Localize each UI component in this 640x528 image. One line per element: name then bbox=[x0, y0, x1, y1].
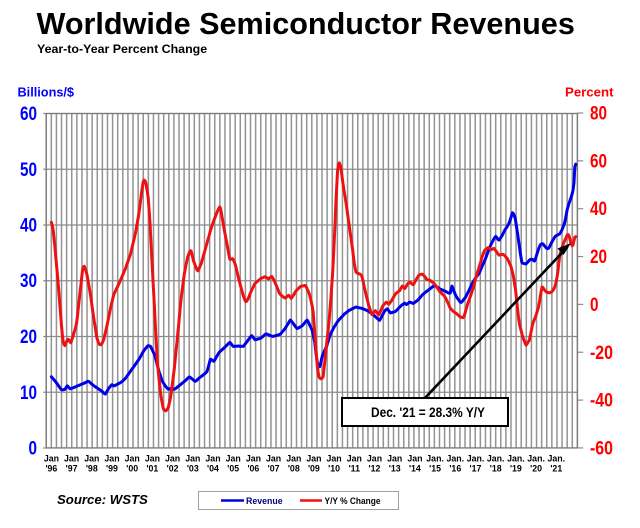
svg-text:'08: '08 bbox=[288, 464, 300, 474]
svg-text:'05: '05 bbox=[227, 464, 239, 474]
svg-text:0: 0 bbox=[590, 295, 599, 316]
svg-text:'09: '09 bbox=[308, 464, 320, 474]
svg-text:Jan: Jan bbox=[246, 454, 261, 464]
svg-text:'21: '21 bbox=[550, 464, 562, 474]
svg-text:Jan: Jan bbox=[367, 454, 382, 464]
svg-text:'19: '19 bbox=[510, 464, 522, 474]
svg-text:Jan: Jan bbox=[205, 454, 220, 464]
svg-text:'00: '00 bbox=[126, 464, 138, 474]
svg-text:Jan: Jan bbox=[84, 454, 99, 464]
svg-text:20: 20 bbox=[20, 327, 37, 348]
svg-text:Billions/$: Billions/$ bbox=[18, 85, 75, 100]
svg-text:Jan.: Jan. bbox=[487, 454, 505, 464]
svg-text:20: 20 bbox=[590, 247, 607, 268]
svg-text:'18: '18 bbox=[490, 464, 502, 474]
svg-text:'02: '02 bbox=[167, 464, 179, 474]
svg-text:Jan: Jan bbox=[165, 454, 180, 464]
svg-text:Jan: Jan bbox=[104, 454, 119, 464]
svg-text:Jan: Jan bbox=[64, 454, 79, 464]
svg-text:'15: '15 bbox=[429, 464, 441, 474]
svg-text:50: 50 bbox=[20, 160, 37, 181]
svg-text:Jan: Jan bbox=[226, 454, 241, 464]
svg-text:'97: '97 bbox=[66, 464, 78, 474]
svg-text:'99: '99 bbox=[106, 464, 118, 474]
svg-text:'17: '17 bbox=[470, 464, 482, 474]
svg-text:Jan.: Jan. bbox=[507, 454, 525, 464]
svg-text:Jan: Jan bbox=[125, 454, 140, 464]
svg-text:'14: '14 bbox=[409, 464, 421, 474]
svg-text:30: 30 bbox=[20, 271, 37, 292]
svg-text:'16: '16 bbox=[449, 464, 461, 474]
svg-text:Jan.: Jan. bbox=[547, 454, 565, 464]
svg-text:'12: '12 bbox=[369, 464, 381, 474]
svg-text:'01: '01 bbox=[146, 464, 158, 474]
svg-text:80: 80 bbox=[590, 104, 607, 125]
svg-text:Worldwide Semiconductor Revenu: Worldwide Semiconductor Revenues bbox=[37, 7, 575, 41]
svg-text:40: 40 bbox=[20, 216, 37, 237]
svg-text:Jan.: Jan. bbox=[527, 454, 545, 464]
svg-text:Jan: Jan bbox=[407, 454, 422, 464]
svg-text:'07: '07 bbox=[268, 464, 280, 474]
svg-text:Jan: Jan bbox=[44, 454, 59, 464]
svg-text:-20: -20 bbox=[590, 343, 613, 364]
svg-text:'13: '13 bbox=[389, 464, 401, 474]
svg-text:Jan: Jan bbox=[185, 454, 200, 464]
svg-text:-40: -40 bbox=[590, 391, 613, 412]
svg-text:'03: '03 bbox=[187, 464, 199, 474]
svg-text:10: 10 bbox=[20, 383, 37, 404]
svg-text:'10: '10 bbox=[328, 464, 340, 474]
svg-text:'06: '06 bbox=[247, 464, 259, 474]
svg-text:Jan: Jan bbox=[306, 454, 321, 464]
svg-text:Jan.: Jan. bbox=[446, 454, 464, 464]
svg-text:Revenue: Revenue bbox=[246, 496, 283, 506]
svg-text:Jan.: Jan. bbox=[467, 454, 485, 464]
svg-text:60: 60 bbox=[590, 151, 607, 172]
svg-text:40: 40 bbox=[590, 199, 607, 220]
svg-text:Jan: Jan bbox=[286, 454, 301, 464]
svg-text:'98: '98 bbox=[86, 464, 98, 474]
svg-text:Year-to-Year Percent Change: Year-to-Year Percent Change bbox=[37, 42, 207, 56]
svg-text:'96: '96 bbox=[45, 464, 57, 474]
svg-text:'20: '20 bbox=[530, 464, 542, 474]
svg-text:-60: -60 bbox=[590, 438, 613, 459]
svg-text:Jan: Jan bbox=[387, 454, 402, 464]
svg-text:60: 60 bbox=[20, 104, 37, 125]
svg-text:Jan: Jan bbox=[327, 454, 342, 464]
svg-text:Jan.: Jan. bbox=[426, 454, 444, 464]
svg-text:Jan: Jan bbox=[145, 454, 160, 464]
svg-text:'11: '11 bbox=[349, 464, 360, 474]
svg-text:Jan: Jan bbox=[266, 454, 281, 464]
svg-text:Percent: Percent bbox=[565, 85, 614, 100]
svg-text:'04: '04 bbox=[207, 464, 219, 474]
svg-text:Dec. '21 = 28.3% Y/Y: Dec. '21 = 28.3% Y/Y bbox=[371, 405, 485, 420]
svg-text:Source: WSTS: Source: WSTS bbox=[57, 492, 148, 507]
svg-text:Y/Y % Change: Y/Y % Change bbox=[325, 496, 381, 506]
svg-text:Jan: Jan bbox=[347, 454, 362, 464]
svg-text:0: 0 bbox=[29, 439, 38, 460]
